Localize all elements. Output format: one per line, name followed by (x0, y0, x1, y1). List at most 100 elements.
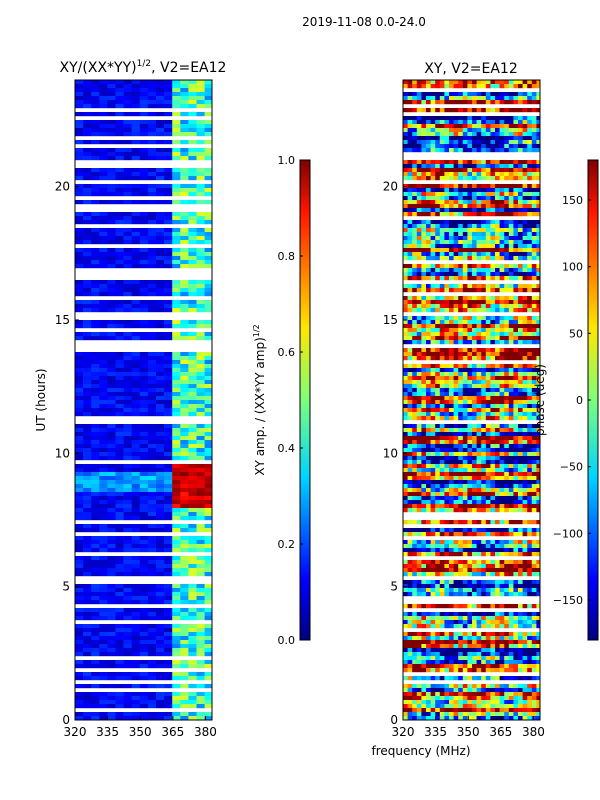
phase-cell (467, 272, 473, 277)
amplitude-cell (91, 540, 100, 545)
amplitude-cell (172, 644, 181, 649)
phase-cell (485, 332, 491, 337)
amplitude-cell (107, 488, 116, 493)
phase-cell (430, 144, 436, 149)
amplitude-cell (131, 192, 141, 197)
amplitude-cell (75, 428, 84, 433)
amplitude-cell (99, 140, 108, 145)
phase-cell (513, 184, 519, 189)
phase-cell (518, 108, 523, 113)
amplitude-cell (172, 696, 181, 701)
phase-cell (476, 220, 482, 225)
phase-cell (416, 144, 422, 149)
phase-cell (453, 468, 459, 473)
amplitude-cell (99, 388, 108, 393)
amplitude-cell (115, 504, 124, 509)
phase-cell (421, 472, 427, 477)
amplitude-cell (147, 608, 157, 613)
phase-cell (495, 324, 500, 329)
phase-cell (522, 472, 528, 477)
amplitude-cell (107, 480, 116, 485)
phase-cell (430, 240, 436, 245)
phase-cell (485, 184, 491, 189)
phase-cell (472, 356, 477, 361)
phase-cell (476, 372, 482, 377)
phase-cell (412, 304, 418, 309)
amplitude-cell (115, 360, 124, 365)
amplitude-cell (75, 120, 84, 125)
phase-cell (495, 188, 500, 193)
phase-cell (531, 460, 537, 465)
phase-cell (485, 188, 491, 193)
phase-cell (458, 328, 464, 333)
phase-cell (444, 296, 450, 301)
phase-cell (444, 448, 450, 453)
phase-cell (407, 300, 413, 305)
amplitude-cell (83, 368, 92, 373)
amplitude-cell (188, 304, 197, 309)
phase-cell (476, 364, 482, 369)
phase-cell (435, 376, 441, 381)
amplitude-cell (196, 228, 205, 233)
amplitude-cell (147, 528, 157, 533)
amplitude-cell (156, 260, 165, 265)
phase-cell (467, 452, 473, 457)
amplitude-cell (164, 256, 173, 261)
phase-cell (499, 356, 505, 361)
phase-cell (531, 148, 537, 153)
amplitude-cell (131, 536, 141, 541)
phase-cell (536, 468, 541, 473)
phase-cell (499, 136, 505, 141)
phase-cell (467, 160, 473, 165)
phase-cell (508, 236, 514, 241)
phase-cell (453, 92, 459, 97)
phase-cell (495, 356, 500, 361)
amplitude-cell (147, 588, 157, 593)
amplitude-cell (123, 472, 132, 477)
amplitude-cell (91, 628, 100, 633)
amplitude-cell (172, 300, 181, 305)
amplitude-cell (99, 228, 108, 233)
phase-cell (531, 520, 537, 525)
phase-cell (508, 384, 514, 389)
phase-cell (430, 116, 436, 121)
phase-cell (518, 188, 523, 193)
phase-cell (518, 464, 523, 469)
amplitude-cell (204, 356, 213, 361)
amplitude-cell (91, 280, 100, 285)
amplitude-cell (99, 548, 108, 553)
phase-cell (462, 244, 468, 249)
phase-cell (495, 408, 500, 413)
phase-cell (426, 508, 431, 513)
phase-cell (472, 504, 477, 509)
phase-cell (430, 468, 436, 473)
amplitude-colorbar-label: XY amp. / (XX*YY amp)1/2 (252, 324, 267, 475)
amplitude-cell (123, 284, 132, 289)
amplitude-cell (188, 440, 197, 445)
phase-cell (508, 176, 514, 181)
phase-cell (458, 240, 464, 245)
phase-cell (490, 484, 496, 489)
amplitude-cell (75, 644, 84, 649)
amplitude-cell (83, 132, 92, 137)
phase-cell (527, 148, 533, 153)
phase-cell (439, 256, 445, 261)
phase-cell (439, 200, 445, 205)
phase-cell (536, 404, 541, 409)
y-tick-label: 5 (62, 580, 70, 594)
phase-cell (485, 368, 491, 373)
amplitude-cell (99, 100, 108, 105)
amplitude-cell (83, 612, 92, 617)
amplitude-cell (131, 608, 141, 613)
amplitude-cell (156, 176, 165, 181)
phase-cell (472, 272, 477, 277)
phase-cell (476, 96, 482, 101)
phase-cell (527, 368, 533, 373)
amplitude-cell (91, 636, 100, 641)
amplitude-cell (156, 92, 165, 97)
amplitude-cell (91, 596, 100, 601)
phase-cell (412, 340, 418, 345)
amplitude-cell (107, 336, 116, 341)
phase-cell (495, 412, 500, 417)
amplitude-cell (107, 148, 116, 153)
